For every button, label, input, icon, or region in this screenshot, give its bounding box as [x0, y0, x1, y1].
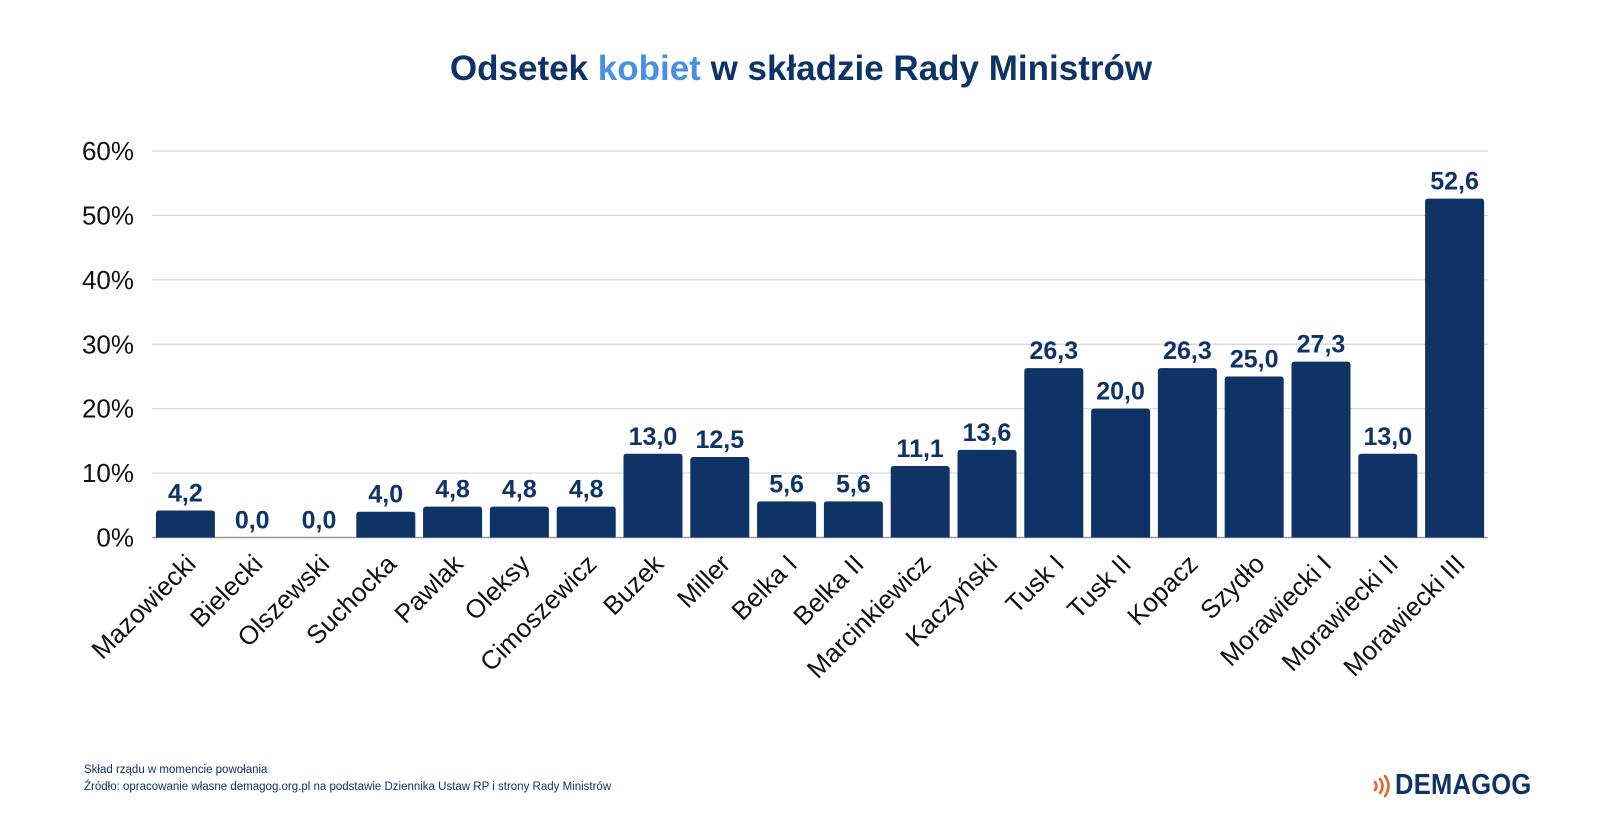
value-label: 12,5	[695, 426, 744, 454]
value-label: 4,8	[435, 476, 470, 504]
y-tick-label: 60%	[82, 136, 134, 166]
bar	[757, 501, 817, 538]
footnote-composition: Skład rządu w momencie powołania	[84, 764, 268, 776]
bar	[423, 506, 483, 538]
title-part-1: Odsetek	[450, 49, 598, 88]
category-label: Kopacz	[1121, 549, 1204, 632]
value-label: 52,6	[1430, 168, 1479, 196]
category-label: Mazowiecki	[85, 549, 201, 665]
bar	[1024, 368, 1084, 538]
bar	[623, 453, 683, 538]
bar	[823, 501, 883, 538]
title-part-3: w składzie Rady Ministrów	[701, 49, 1153, 88]
value-label: 4,8	[569, 476, 604, 504]
bar	[1358, 453, 1418, 538]
bar	[489, 506, 549, 538]
value-labels: 4,2 0,0 0,0 4,0 4,8 4,8 4,8 13,0 12,5 5,6 5,6 11,1 1…	[168, 168, 1479, 535]
value-label: 26,3	[1163, 337, 1212, 365]
logo-text: DEMAGOG	[1394, 769, 1532, 801]
value-label: 5,6	[836, 470, 871, 498]
y-axis-ticks: 0% 10% 20% 30% 40% 50% 60%	[82, 136, 134, 553]
category-label: Cimoszewicz	[474, 549, 602, 677]
category-labels: MazowieckiBieleckiOlszewskiSuchockaPawla…	[85, 548, 1470, 684]
bars	[155, 198, 1485, 538]
value-label: 5,6	[769, 470, 804, 498]
value-label: 13,6	[963, 419, 1012, 447]
value-label: 11,1	[897, 435, 944, 463]
bar	[556, 506, 616, 538]
value-label: 26,3	[1029, 337, 1078, 365]
bar	[957, 449, 1017, 538]
value-label: 20,0	[1096, 378, 1145, 406]
y-tick-label: 0%	[96, 523, 134, 553]
gridlines	[152, 150, 1488, 539]
bar	[690, 456, 750, 538]
chart-title: Odsetek kobiet w składzie Rady Ministrów	[450, 49, 1153, 88]
value-label: 0,0	[302, 507, 337, 535]
value-label: 25,0	[1230, 345, 1279, 373]
y-tick-label: 20%	[82, 394, 134, 424]
bar	[356, 511, 416, 538]
value-label: 4,0	[368, 481, 403, 509]
y-tick-label: 30%	[82, 329, 134, 359]
value-label: 4,8	[502, 476, 537, 504]
bar	[1157, 368, 1217, 538]
category-label: Pawlak	[388, 548, 469, 629]
value-label: 27,3	[1297, 331, 1346, 359]
bar	[1091, 408, 1151, 538]
bar	[155, 510, 215, 538]
y-tick-label: 50%	[82, 200, 134, 230]
bar	[1425, 198, 1485, 538]
category-label: Buzek	[597, 548, 670, 621]
bar	[1224, 376, 1284, 538]
bar	[890, 465, 950, 538]
value-label: 4,2	[168, 479, 203, 507]
sound-waves-icon	[1373, 774, 1390, 797]
title-accent-word: kobiet	[598, 49, 701, 88]
category-label: Tusk I	[999, 549, 1070, 620]
y-tick-label: 40%	[82, 265, 134, 295]
bar	[1291, 361, 1351, 538]
value-label: 13,0	[1363, 423, 1412, 451]
demagog-logo: DEMAGOG	[1372, 769, 1532, 802]
footnote-source: Źródło: opracowanie własne demagog.org.p…	[84, 781, 612, 793]
value-label: 13,0	[629, 423, 678, 451]
y-tick-label: 10%	[82, 458, 134, 488]
value-label: 0,0	[235, 507, 270, 535]
